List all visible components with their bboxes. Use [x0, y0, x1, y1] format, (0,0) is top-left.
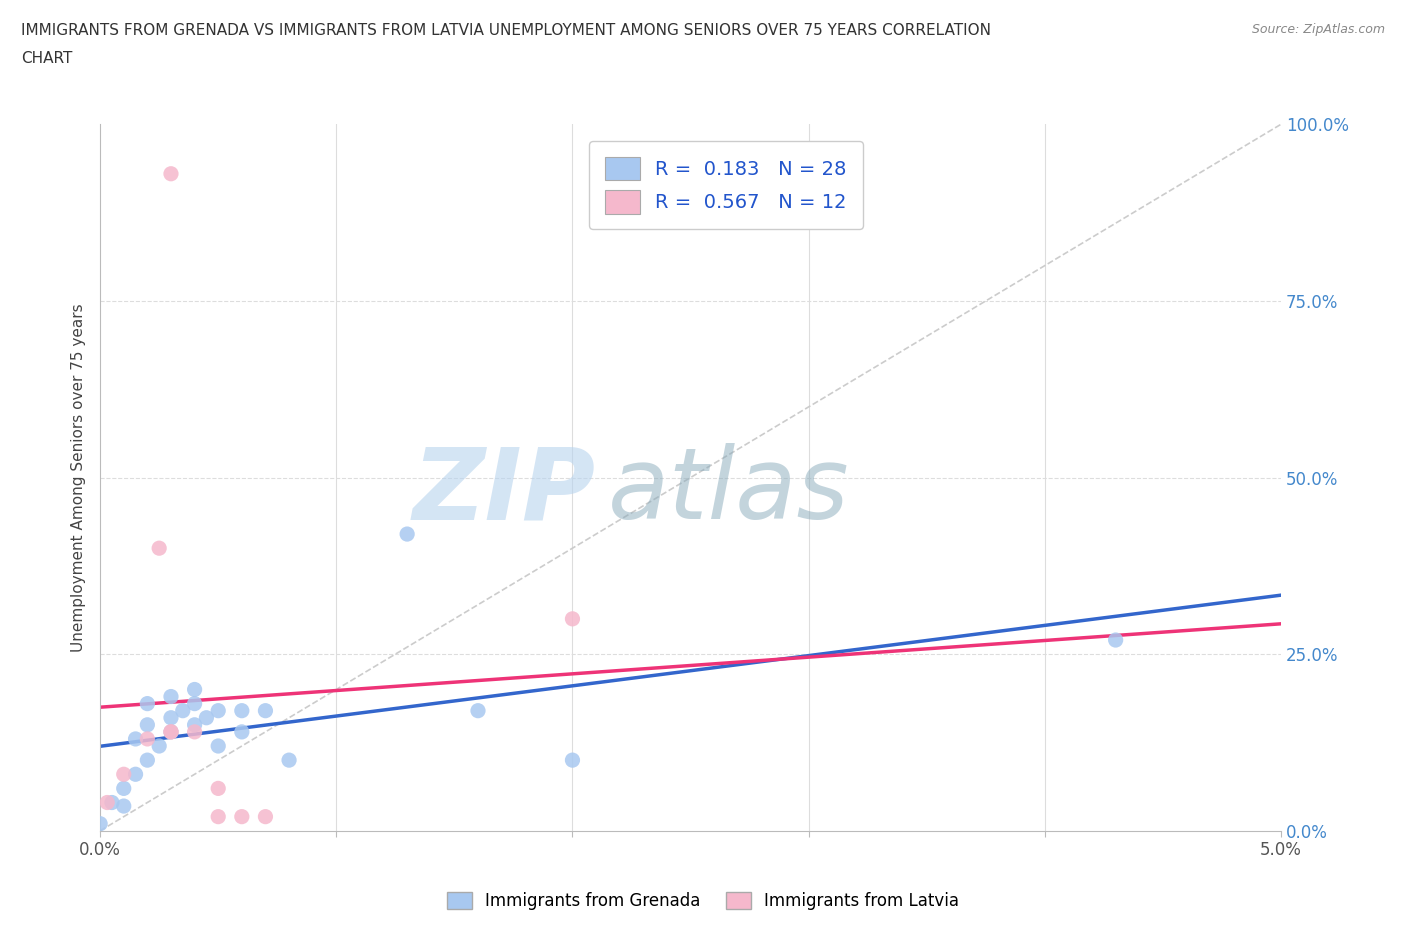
Point [160, 689, 183, 704]
Point [172, 703, 194, 718]
Point [396, 526, 419, 541]
Text: atlas: atlas [607, 444, 849, 540]
Point [561, 611, 583, 626]
Point [183, 717, 205, 732]
Text: IMMIGRANTS FROM GRENADA VS IMMIGRANTS FROM LATVIA UNEMPLOYMENT AMONG SENIORS OVE: IMMIGRANTS FROM GRENADA VS IMMIGRANTS FR… [21, 23, 991, 38]
Point [160, 724, 183, 739]
Text: ZIP: ZIP [413, 444, 596, 540]
Point [183, 682, 205, 697]
Point [183, 697, 205, 711]
Point [207, 809, 229, 824]
Point [136, 752, 159, 767]
Text: CHART: CHART [21, 51, 73, 66]
Point [207, 703, 229, 718]
Point [124, 732, 146, 747]
Point [112, 781, 135, 796]
Point [231, 724, 253, 739]
Point [278, 752, 301, 767]
Point [136, 697, 159, 711]
Point [160, 724, 183, 739]
Point [160, 166, 183, 181]
Point [231, 703, 253, 718]
Y-axis label: Unemployment Among Seniors over 75 years: Unemployment Among Seniors over 75 years [72, 303, 86, 652]
Point [231, 809, 253, 824]
Legend: R =  0.183   N = 28, R =  0.567   N = 12: R = 0.183 N = 28, R = 0.567 N = 12 [589, 141, 862, 230]
Point [136, 732, 159, 747]
Point [207, 781, 229, 796]
Point [112, 767, 135, 782]
Point [254, 809, 277, 824]
Point [160, 711, 183, 725]
Point [112, 799, 135, 814]
Point [254, 703, 277, 718]
Legend: Immigrants from Grenada, Immigrants from Latvia: Immigrants from Grenada, Immigrants from… [440, 885, 966, 917]
Point [467, 703, 489, 718]
Point [195, 711, 218, 725]
Point [1104, 632, 1126, 647]
Point [89, 817, 111, 831]
Point [96, 795, 118, 810]
Point [101, 795, 124, 810]
Point [561, 752, 583, 767]
Point [148, 540, 170, 555]
Point [136, 717, 159, 732]
Text: Source: ZipAtlas.com: Source: ZipAtlas.com [1251, 23, 1385, 36]
Point [148, 738, 170, 753]
Point [183, 724, 205, 739]
Point [124, 767, 146, 782]
Point [207, 738, 229, 753]
Point [160, 724, 183, 739]
